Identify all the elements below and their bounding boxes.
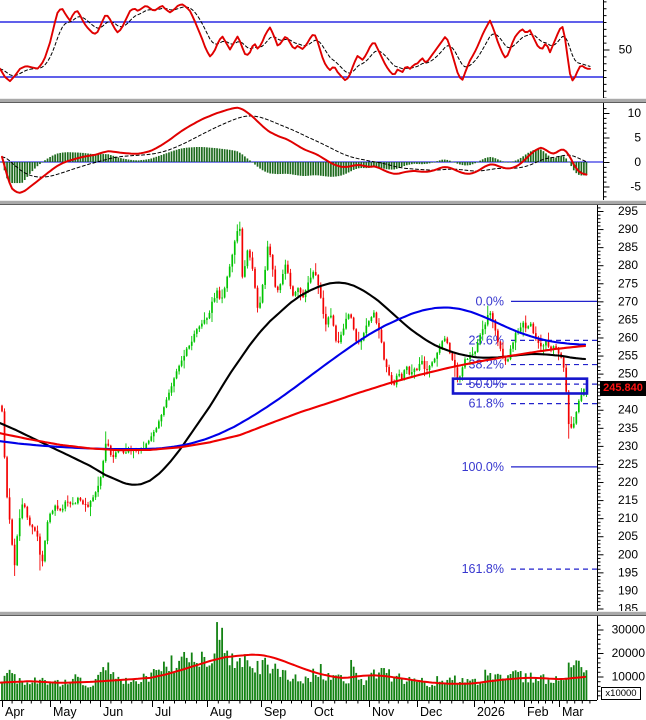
svg-text:265: 265 [618,312,638,326]
svg-text:220: 220 [618,475,638,489]
svg-text:0.0%: 0.0% [476,294,505,308]
svg-text:285: 285 [618,240,638,254]
fib-highlight-box [451,377,589,395]
macd-chart: 10 5 0 -5 [0,103,641,200]
time-axis-strip: Apr May Jun Jul Aug Sep Oct Nov Dec 2026 Feb Mar [0,700,597,719]
svg-text:205: 205 [618,529,638,543]
volume-chart: 30000 20000 10000 [0,616,645,700]
month-label: Mar [562,705,584,719]
svg-text:290: 290 [618,222,638,236]
month-label: Nov [372,705,395,719]
svg-text:10000: 10000 [612,670,646,684]
svg-text:280: 280 [618,258,638,272]
fibonacci-levels: 0.0%23.6%38.2%50.0%61.8%100.0%161.8% [457,294,597,576]
panel-separator[interactable] [0,98,646,103]
svg-text:295: 295 [618,205,638,218]
price-chart: 0.0%23.6%38.2%50.0%61.8%100.0%161.8%2952… [0,205,638,611]
value-axis: 30000 20000 10000 [597,616,645,700]
svg-text:5: 5 [634,131,641,145]
svg-text:235: 235 [618,421,638,435]
value-axis: 10 5 0 -5 [603,103,641,200]
oscillator-panel[interactable]: 50 [0,0,646,98]
svg-text:200: 200 [618,547,638,561]
macd-panel[interactable]: 10 5 0 -5 [0,103,646,200]
volume-panel[interactable]: 30000 20000 10000 [0,616,646,700]
svg-text:270: 270 [618,294,638,308]
svg-text:250: 250 [618,367,638,381]
month-label: Feb [527,705,549,719]
svg-text:195: 195 [618,565,638,579]
svg-text:50.0%: 50.0% [469,377,504,391]
macd-signal-line [1,115,587,178]
oscillator-line [0,3,591,83]
svg-text:260: 260 [618,330,638,344]
month-label: Jul [155,705,171,719]
panel-separator[interactable] [0,200,646,205]
month-label: May [53,705,77,719]
last-price-badge: 245.840 [600,381,646,396]
value-axis: 2952902852802752702652602552502452402352… [597,205,638,611]
volume-unit-label: x10000 [601,687,641,700]
panel-separator[interactable] [0,611,646,616]
month-label: Aug [210,705,232,719]
ma-long-red-line [0,344,587,452]
macd-line [1,106,588,194]
month-label: Sep [264,705,286,719]
month-label: Apr [5,705,24,719]
svg-text:161.8%: 161.8% [462,562,504,576]
ma-medium-black-line [0,281,587,486]
month-label: Oct [314,705,334,719]
svg-text:185: 185 [618,601,638,611]
volume-bars [1,622,588,700]
svg-text:255: 255 [618,349,638,363]
time-axis[interactable]: Apr May Jun Jul Aug Sep Oct Nov Dec 2026 Feb Mar [0,700,646,720]
svg-text:210: 210 [618,511,638,525]
svg-text:30000: 30000 [612,623,646,637]
svg-text:10: 10 [628,106,642,120]
svg-text:230: 230 [618,439,638,453]
svg-text:215: 215 [618,493,638,507]
svg-text:190: 190 [618,583,638,597]
overbought-oversold-lines [0,21,603,78]
macd-histogram [1,146,588,184]
oscillator-chart: 50 [0,0,632,98]
price-panel[interactable]: 0.0% 23.6% 38.2% 50.0% 61.8% 100.0% 161.8% 295 2… [0,205,646,611]
svg-text:100.0%: 100.0% [462,460,504,474]
oscillator-signal-line [0,6,591,77]
month-label: 2026 [477,705,505,719]
svg-text:0: 0 [634,155,641,169]
svg-text:275: 275 [618,276,638,290]
svg-text:-5: -5 [630,180,641,194]
svg-text:20000: 20000 [612,646,646,660]
month-ticks: Apr May Jun Jul Aug Sep Oct Nov Dec 2026 Feb Mar [2,700,591,719]
svg-text:225: 225 [618,457,638,471]
value-axis: 50 [603,0,632,98]
svg-text:61.8%: 61.8% [469,397,504,411]
month-label: Dec [420,705,442,719]
volume-ma-line [0,653,586,685]
month-label: Jun [103,705,123,719]
svg-text:50: 50 [619,43,633,57]
svg-text:240: 240 [618,403,638,417]
